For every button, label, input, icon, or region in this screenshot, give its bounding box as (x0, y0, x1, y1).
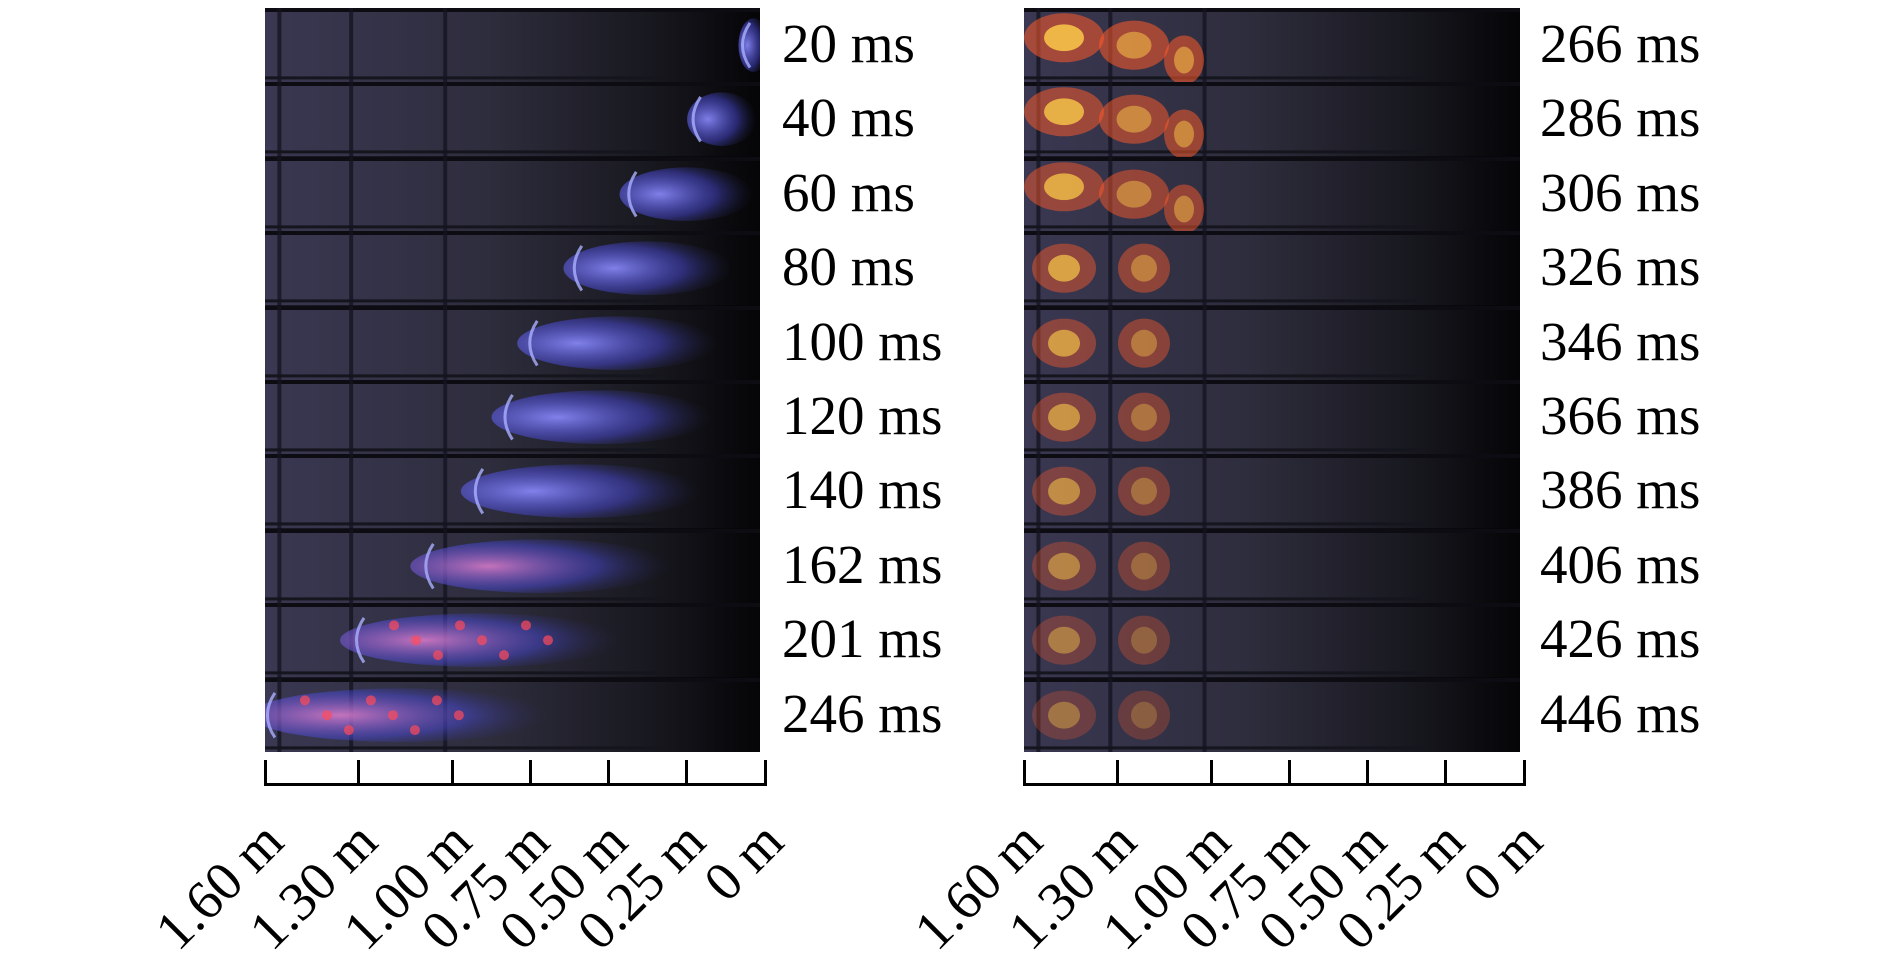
left-axis-tick-label: 0 m (692, 809, 795, 913)
right-time-label: 406 ms (1540, 533, 1701, 595)
right-frame-2 (1024, 82, 1520, 157)
left-time-label: 246 ms (782, 682, 943, 744)
left-time-label: 100 ms (782, 310, 943, 372)
right-axis-tick (1366, 760, 1370, 786)
right-time-label: 346 ms (1540, 310, 1701, 372)
left-frame-7 (265, 454, 760, 529)
left-frame-8 (265, 528, 760, 604)
right-time-label: 366 ms (1540, 385, 1701, 446)
right-axis-tick (1210, 760, 1213, 786)
left-frame-4 (265, 231, 760, 306)
left-time-label: 201 ms (782, 608, 943, 670)
left-image-panel (265, 8, 760, 752)
left-frame-2 (265, 82, 760, 157)
left-time-label: 80 ms (782, 236, 915, 298)
right-axis-tick (1022, 760, 1026, 786)
right-frame-4 (1024, 231, 1520, 306)
left-axis-tick (763, 760, 767, 786)
right-frame-1 (1024, 8, 1520, 83)
left-frame-1 (265, 8, 760, 83)
left-time-label: 60 ms (782, 161, 915, 223)
right-time-label: 446 ms (1540, 682, 1701, 744)
left-time-label: 20 ms (782, 13, 915, 74)
left-axis-line (265, 783, 765, 786)
right-frame-10 (1024, 677, 1520, 752)
right-time-label: 266 ms (1540, 13, 1701, 74)
right-frame-8 (1024, 528, 1520, 604)
left-axis-tick (529, 760, 533, 786)
left-time-label: 162 ms (782, 533, 943, 595)
right-time-label: 306 ms (1540, 161, 1701, 223)
left-axis-tick (607, 760, 611, 786)
right-frame-9 (1024, 603, 1520, 678)
left-frame-10 (265, 677, 760, 752)
left-time-label: 140 ms (782, 459, 943, 521)
right-axis-tick (1116, 760, 1120, 786)
right-axis-line (1024, 783, 1524, 786)
right-axis-tick (1522, 760, 1526, 786)
left-axis-tick (451, 760, 454, 786)
right-time-label: 426 ms (1540, 608, 1701, 670)
left-axis-tick (357, 760, 361, 786)
right-axis-tick-label: 0 m (1451, 809, 1554, 913)
right-time-label: 286 ms (1540, 87, 1701, 149)
left-frame-6 (265, 380, 760, 455)
right-axis-tick (1288, 760, 1292, 786)
right-frame-7 (1024, 454, 1520, 529)
right-time-label: 326 ms (1540, 236, 1701, 298)
right-axis-tick (1444, 760, 1448, 786)
left-axis-tick (263, 760, 267, 786)
left-frame-9 (265, 603, 760, 678)
left-axis-tick (685, 760, 689, 786)
right-time-label: 386 ms (1540, 459, 1701, 521)
left-time-label: 40 ms (782, 87, 915, 149)
left-frame-5 (265, 305, 760, 380)
right-frame-5 (1024, 305, 1520, 380)
right-frame-3 (1024, 156, 1520, 232)
right-image-panel (1024, 8, 1520, 752)
left-time-label: 120 ms (782, 385, 943, 446)
left-frame-3 (265, 156, 760, 232)
right-frame-6 (1024, 380, 1520, 455)
